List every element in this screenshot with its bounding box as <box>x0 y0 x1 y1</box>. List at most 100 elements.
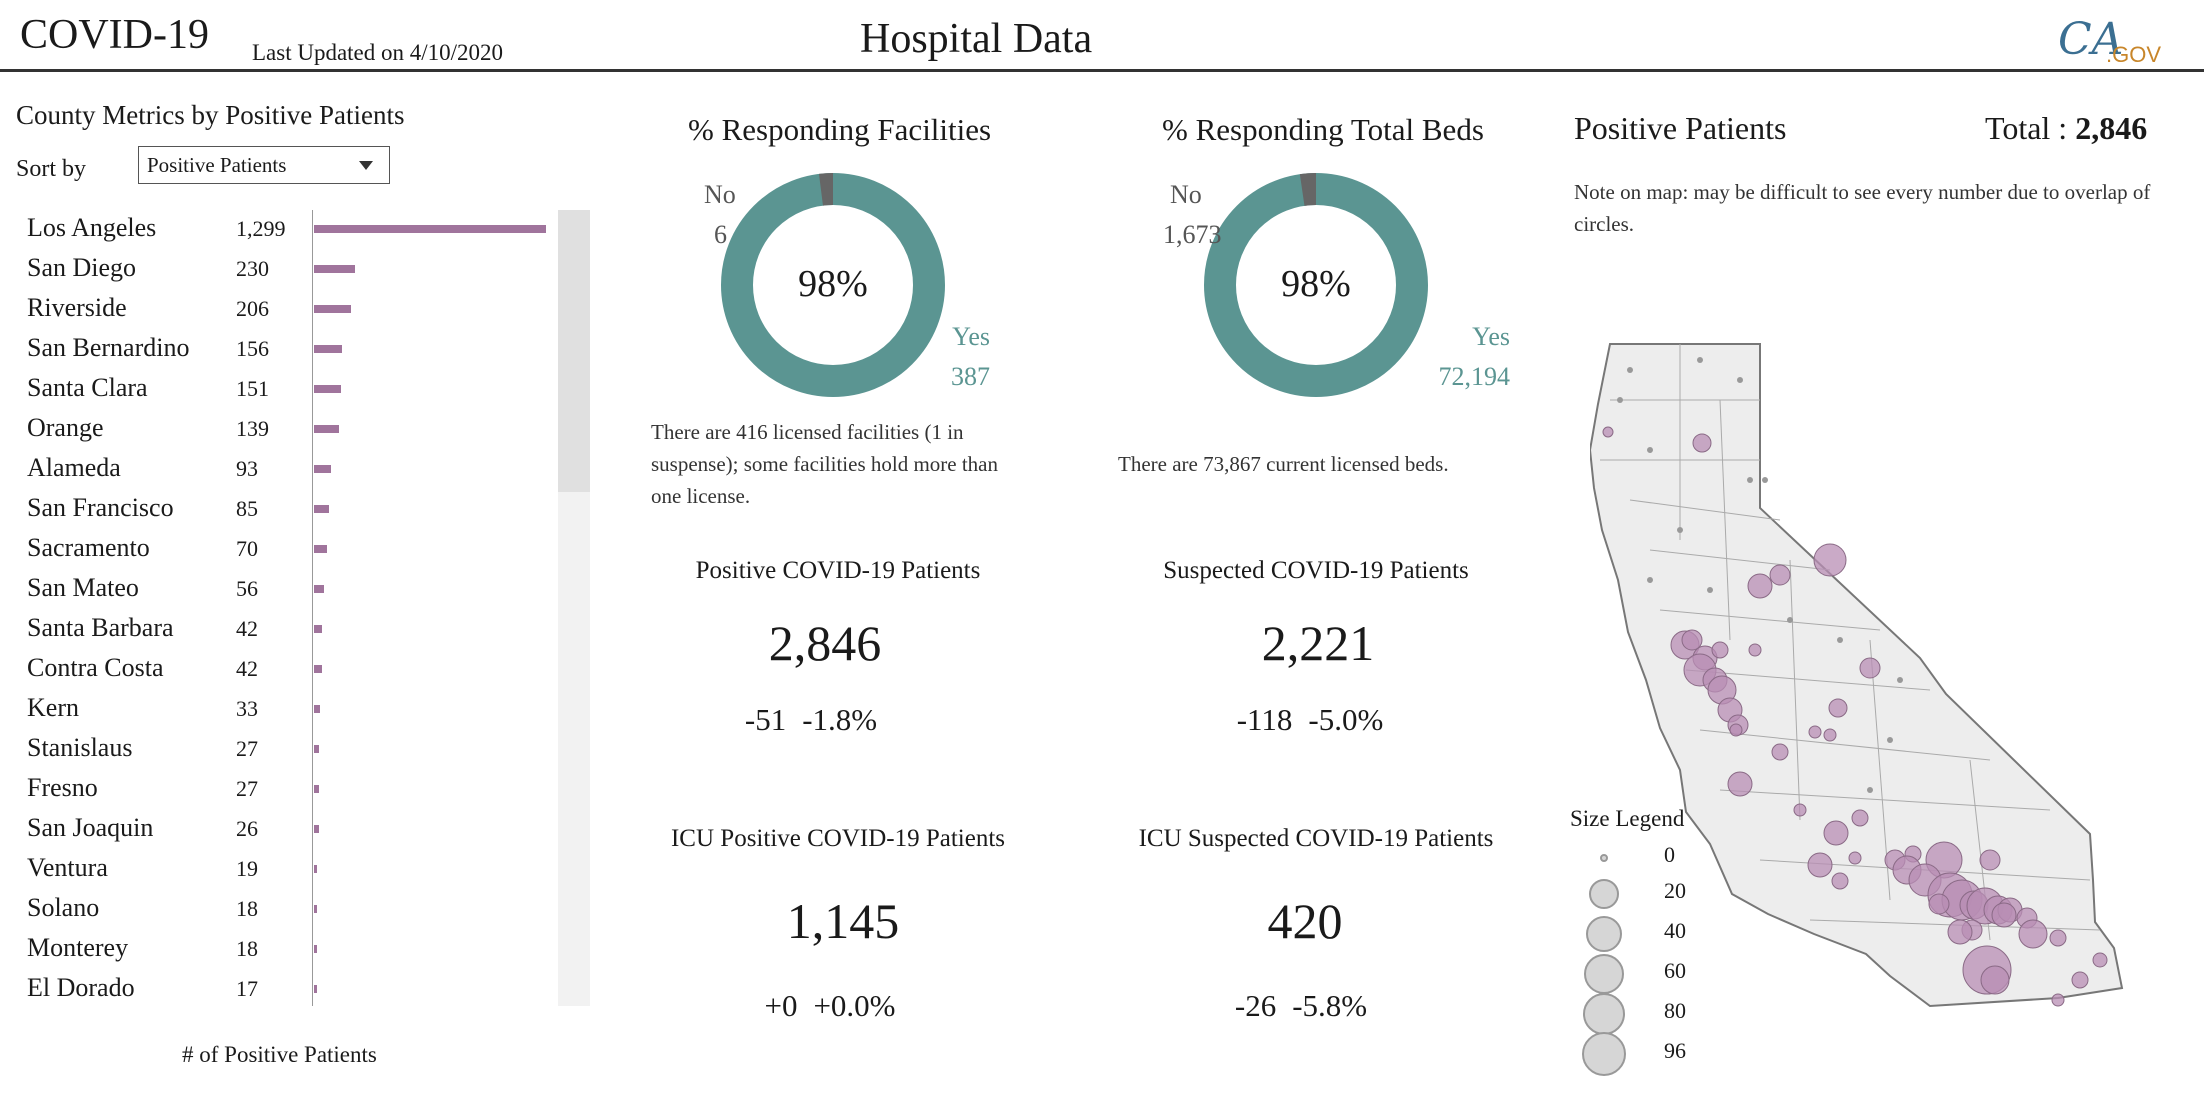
county-case-circle[interactable] <box>1813 543 1847 577</box>
county-zero-dot[interactable] <box>1697 357 1703 363</box>
county-row[interactable]: Sacramento 70 <box>0 530 560 570</box>
facilities-yes-arc[interactable] <box>721 173 945 397</box>
county-case-circle[interactable] <box>1681 629 1703 651</box>
county-bar[interactable] <box>314 705 320 713</box>
county-case-circle[interactable] <box>2018 919 2048 949</box>
county-row[interactable]: Monterey 18 <box>0 930 560 970</box>
county-case-circle[interactable] <box>1831 872 1849 890</box>
county-row[interactable]: El Dorado 17 <box>0 970 560 1010</box>
county-bar[interactable] <box>314 905 317 913</box>
county-bar[interactable] <box>314 385 341 393</box>
county-bar[interactable] <box>314 985 317 993</box>
county-bar[interactable] <box>314 785 319 793</box>
county-row[interactable]: Stanislaus 27 <box>0 730 560 770</box>
county-row[interactable]: San Joaquin 26 <box>0 810 560 850</box>
county-row[interactable]: San Bernardino 156 <box>0 330 560 370</box>
county-case-circle[interactable] <box>1928 893 1950 915</box>
county-row[interactable]: Kern 33 <box>0 690 560 730</box>
county-case-circle[interactable] <box>1823 820 1849 846</box>
county-bar[interactable] <box>314 505 329 513</box>
county-case-circle[interactable] <box>1748 643 1762 657</box>
county-zero-dot[interactable] <box>1677 527 1683 533</box>
county-case-circle[interactable] <box>1727 771 1753 797</box>
county-case-circle[interactable] <box>2071 971 2089 989</box>
county-bar[interactable] <box>314 585 324 593</box>
county-zero-dot[interactable] <box>1647 577 1653 583</box>
county-case-circle[interactable] <box>1991 902 2017 928</box>
county-case-circle[interactable] <box>1828 698 1848 718</box>
county-case-circle[interactable] <box>1602 426 1614 438</box>
county-row[interactable]: Orange 139 <box>0 410 560 450</box>
county-row[interactable]: Contra Costa 42 <box>0 650 560 690</box>
county-case-circle[interactable] <box>1771 743 1789 761</box>
facilities-donut[interactable] <box>720 172 946 398</box>
county-case-circle[interactable] <box>2051 993 2065 1007</box>
county-zero-dot[interactable] <box>1747 477 1753 483</box>
county-bar[interactable] <box>314 345 342 353</box>
county-row[interactable]: San Mateo 56 <box>0 570 560 610</box>
county-case-circle[interactable] <box>1793 803 1807 817</box>
county-bar[interactable] <box>314 265 355 273</box>
county-zero-dot[interactable] <box>1647 447 1653 453</box>
county-name: San Joaquin <box>27 813 154 842</box>
county-case-circle[interactable] <box>2049 929 2067 947</box>
county-case-circle[interactable] <box>1808 725 1822 739</box>
county-zero-dot[interactable] <box>1867 787 1873 793</box>
county-row[interactable]: San Diego 230 <box>0 250 560 290</box>
sort-by-dropdown[interactable]: Positive Patients <box>138 146 390 184</box>
county-row[interactable]: Riverside 206 <box>0 290 560 330</box>
county-bar[interactable] <box>314 865 317 873</box>
county-case-circle[interactable] <box>1692 433 1712 453</box>
facilities-no-arc[interactable] <box>818 173 834 206</box>
county-bar[interactable] <box>314 945 317 953</box>
county-bar[interactable] <box>314 665 322 673</box>
county-case-circle[interactable] <box>1747 573 1773 599</box>
county-case-circle[interactable] <box>1711 641 1729 659</box>
county-case-circle[interactable] <box>1729 723 1743 737</box>
county-bar[interactable] <box>314 465 331 473</box>
county-bar[interactable] <box>314 305 351 313</box>
county-case-circle[interactable] <box>1823 728 1837 742</box>
county-row[interactable]: Ventura 19 <box>0 850 560 890</box>
county-bar[interactable] <box>314 545 327 553</box>
county-case-circle[interactable] <box>1859 657 1881 679</box>
county-zero-dot[interactable] <box>1707 587 1713 593</box>
county-case-circle[interactable] <box>1769 564 1791 586</box>
beds-donut-title: % Responding Total Beds <box>1162 112 1484 147</box>
county-zero-dot[interactable] <box>1837 637 1843 643</box>
county-bar[interactable] <box>314 625 322 633</box>
county-case-circle[interactable] <box>2092 952 2108 968</box>
county-case-circle[interactable] <box>1979 849 2001 871</box>
county-zero-dot[interactable] <box>1787 617 1793 623</box>
county-row[interactable]: Fresno 27 <box>0 770 560 810</box>
county-zero-dot[interactable] <box>1627 367 1633 373</box>
county-case-circle[interactable] <box>1807 852 1833 878</box>
county-case-circles[interactable] <box>1602 357 2108 1007</box>
county-bar[interactable] <box>314 425 339 433</box>
beds-donut[interactable] <box>1203 172 1429 398</box>
county-zero-dot[interactable] <box>1897 677 1903 683</box>
county-case-circle[interactable] <box>1851 809 1869 827</box>
county-zero-dot[interactable] <box>1617 397 1623 403</box>
county-zero-dot[interactable] <box>1737 377 1743 383</box>
county-zero-dot[interactable] <box>1762 477 1768 483</box>
county-row[interactable]: Alameda 93 <box>0 450 560 490</box>
california-map[interactable] <box>1590 340 2150 1010</box>
county-zero-dot[interactable] <box>1887 737 1893 743</box>
county-row[interactable]: Santa Clara 151 <box>0 370 560 410</box>
county-name: San Bernardino <box>27 333 190 362</box>
county-case-circle[interactable] <box>1848 851 1862 865</box>
scrollbar-thumb[interactable] <box>558 210 590 492</box>
county-case-circle[interactable] <box>1980 965 2010 995</box>
ca-gov-logo[interactable]: CA .GOV <box>2054 8 2164 68</box>
county-bar[interactable] <box>314 225 546 233</box>
county-bar[interactable] <box>314 745 319 753</box>
county-case-circle[interactable] <box>1947 919 1973 945</box>
county-row[interactable]: Santa Barbara 42 <box>0 610 560 650</box>
county-row[interactable]: Solano 18 <box>0 890 560 930</box>
county-bar[interactable] <box>314 825 319 833</box>
county-row[interactable]: San Francisco 85 <box>0 490 560 530</box>
beds-no-arc[interactable] <box>1299 172 1317 206</box>
county-row[interactable]: Los Angeles 1,299 <box>0 210 560 250</box>
county-list-scrollbar[interactable] <box>558 210 590 1006</box>
